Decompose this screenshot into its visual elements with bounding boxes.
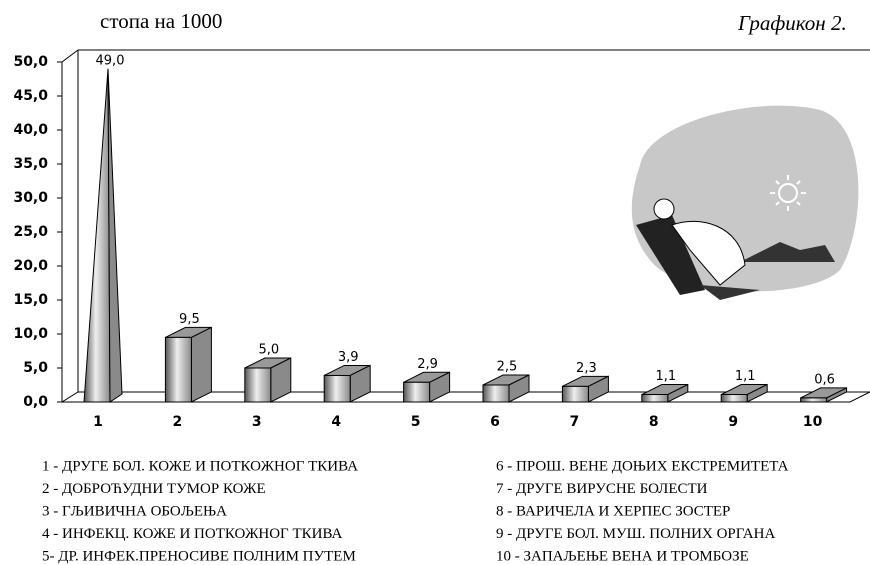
value-label: 5,0 — [258, 343, 279, 358]
legend-note: 7 - ДРУГЕ ВИРУСНЕ БОЛЕСТИ — [496, 481, 708, 497]
x-tick-label: 7 — [570, 414, 580, 430]
legend-note: 5- ДР. ИНФЕК.ПРЕНОСИВЕ ПОЛНИМ ПУТЕМ — [42, 548, 356, 564]
bar — [483, 385, 509, 402]
x-tick-label: 2 — [173, 414, 183, 430]
x-tick-label: 8 — [649, 414, 659, 430]
y-tick-label: 0,0 — [23, 394, 48, 410]
value-label: 2,5 — [497, 360, 518, 375]
y-tick-label: 5,0 — [23, 360, 48, 376]
chart-caption: Графикон 2. — [737, 11, 847, 35]
bar — [165, 337, 191, 402]
y-tick-label: 15,0 — [13, 292, 48, 308]
y-tick-label: 50,0 — [13, 54, 48, 70]
legend-note: 4 - ИНФЕКЦ. КОЖЕ И ПОТКОЖНОГ ТКИВА — [42, 526, 343, 542]
value-label: 1,1 — [735, 369, 756, 384]
legend-note: 6 - ПРОШ. ВЕНЕ ДОЊИХ ЕКСТРЕМИТЕТА — [496, 458, 789, 474]
x-tick-label: 9 — [728, 414, 738, 430]
bar — [801, 398, 827, 402]
bar — [324, 375, 350, 402]
illustration — [632, 106, 859, 300]
value-label: 49,0 — [96, 53, 125, 68]
y-tick-label: 40,0 — [13, 122, 48, 138]
legend-note: 2 - ДОБРОЋУДНИ ТУМОР КОЖЕ — [42, 481, 266, 497]
bar — [642, 395, 668, 402]
bar — [721, 395, 747, 402]
bar — [245, 368, 271, 402]
legend-note: 8 - ВАРИЧЕЛА И ХЕРПЕС ЗОСТЕР — [496, 503, 730, 519]
y-tick-label: 30,0 — [13, 190, 48, 206]
legend-note: 1 - ДРУГЕ БОЛ. КОЖЕ И ПОТКОЖНОГ ТКИВА — [42, 458, 358, 474]
bar-cone-side — [108, 69, 122, 402]
value-label: 9,5 — [179, 312, 200, 327]
x-tick-label: 6 — [490, 414, 500, 430]
legend-note: 9 - ДРУГЕ БОЛ. МУШ. ПОЛНИХ ОРГАНА — [496, 526, 775, 542]
x-tick-label: 3 — [252, 414, 262, 430]
chart: стопа на 1000 Графикон 2. 0,05,010,015,0… — [0, 0, 870, 565]
bar-side — [191, 327, 211, 402]
y-tick-label: 35,0 — [13, 156, 48, 172]
bar-cone — [84, 69, 110, 402]
bar — [562, 386, 588, 402]
legend-note: 3 - ГЉИВИЧНА ОБОЉЕЊА — [42, 503, 227, 519]
y-axis-title: стопа на 1000 — [100, 9, 222, 33]
value-label: 2,3 — [576, 361, 597, 376]
y-tick-label: 45,0 — [13, 88, 48, 104]
value-label: 1,1 — [655, 369, 676, 384]
x-tick-label: 5 — [411, 414, 421, 430]
x-tick-label: 10 — [803, 414, 823, 430]
x-tick-label: 4 — [331, 414, 341, 430]
x-tick-label: 1 — [93, 414, 103, 430]
y-tick-label: 10,0 — [13, 326, 48, 342]
value-label: 3,9 — [338, 350, 359, 365]
value-label: 0,6 — [814, 372, 835, 387]
y-tick-label: 20,0 — [13, 258, 48, 274]
wall-edge — [62, 50, 78, 62]
bar — [404, 382, 430, 402]
value-label: 2,9 — [417, 357, 438, 372]
legend-note: 10 - ЗАПАЉЕЊЕ ВЕНА И ТРОМБОЗЕ — [496, 548, 749, 564]
y-tick-label: 25,0 — [13, 224, 48, 240]
